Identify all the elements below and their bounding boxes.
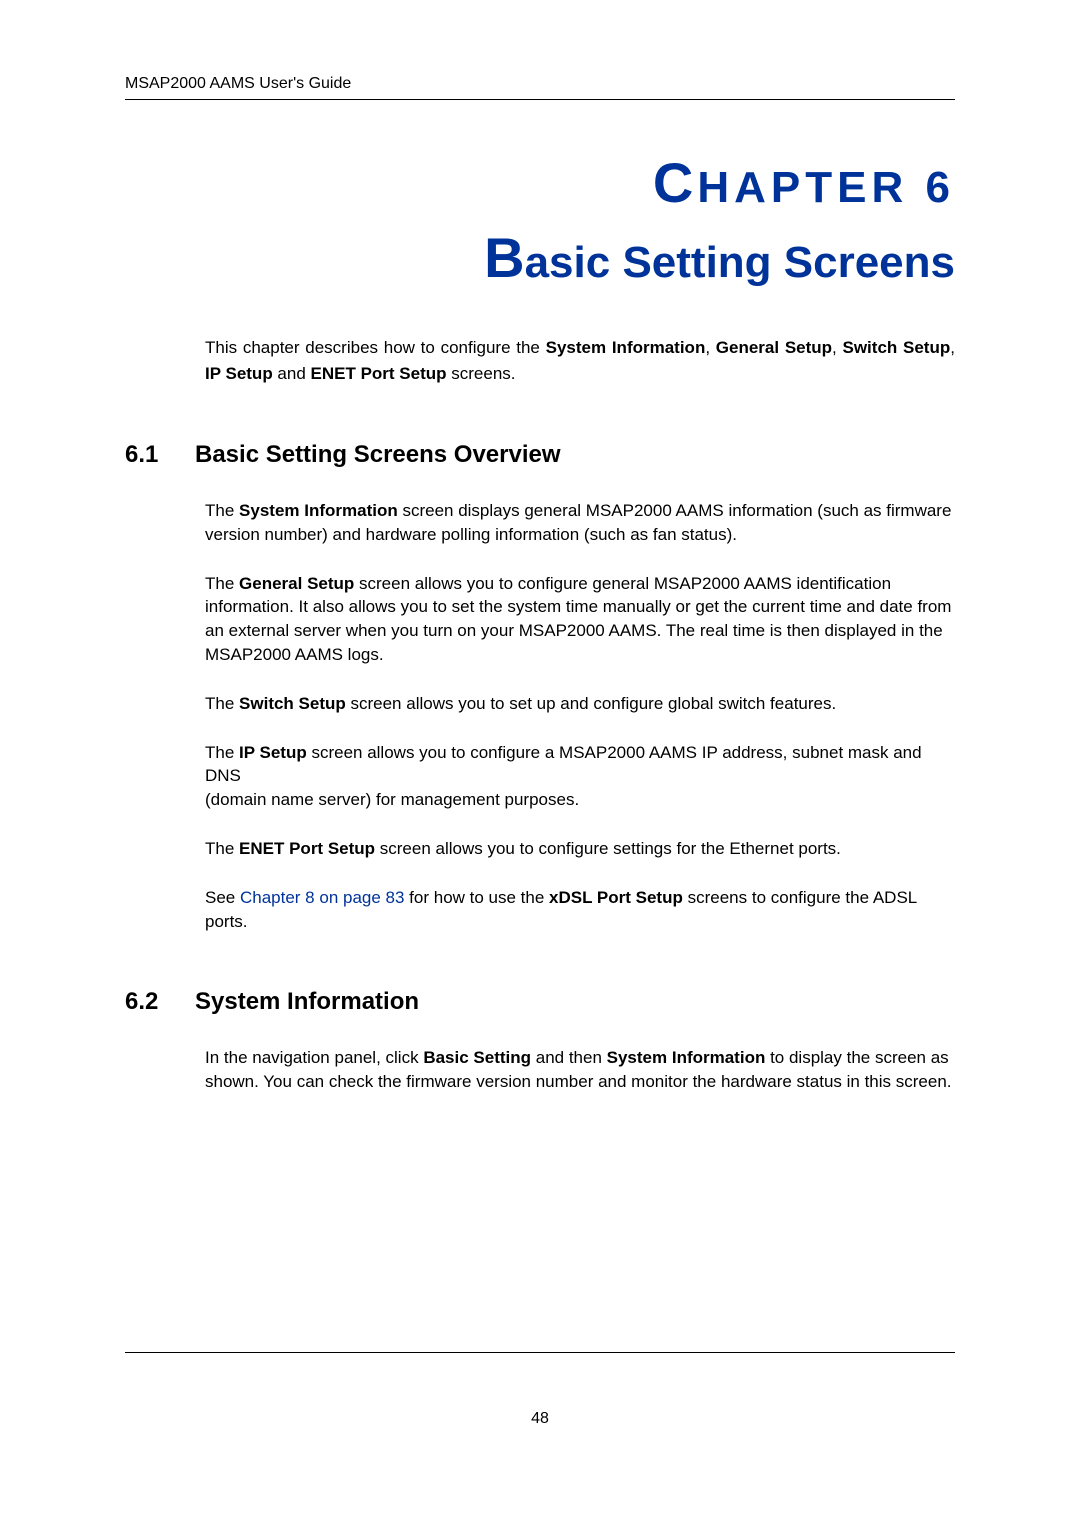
chapter-intro: This chapter describes how to configure … [205, 335, 955, 386]
paragraph: The System Information screen displays g… [205, 499, 955, 547]
chapter-title-initial: B [484, 226, 524, 289]
bold-term: System Information [546, 338, 706, 357]
section-number: 6.1 [125, 441, 175, 469]
bold-term: System Information [607, 1048, 766, 1067]
paragraph: The Switch Setup screen allows you to se… [205, 692, 955, 716]
text-run: In the navigation panel, click [205, 1048, 423, 1067]
text-run: The [205, 694, 239, 713]
section-title: System Information [195, 988, 419, 1016]
bold-term: General Setup [239, 574, 354, 593]
bold-term: General Setup [716, 338, 832, 357]
section-heading-6-2: 6.2 System Information [125, 988, 955, 1016]
text-run: See [205, 888, 240, 907]
section-number: 6.2 [125, 988, 175, 1016]
paragraph: See Chapter 8 on page 83 for how to use … [205, 886, 955, 934]
bold-term: Switch Setup [239, 694, 346, 713]
paragraph: The General Setup screen allows you to c… [205, 572, 955, 667]
text-run: screens to configure the ADSL [683, 888, 917, 907]
text-run: screen allows you to configure a MSAP200… [205, 743, 922, 786]
chapter-number: 6 [926, 163, 955, 212]
paragraph: The IP Setup screen allows you to config… [205, 741, 955, 812]
bold-term: IP Setup [239, 743, 307, 762]
text-run: The [205, 574, 239, 593]
page-number: 48 [0, 1410, 1080, 1428]
cross-reference-link[interactable]: Chapter 8 on page 83 [240, 888, 404, 907]
footer-rule [125, 1352, 955, 1353]
paragraph: In the navigation panel, click Basic Set… [205, 1046, 955, 1094]
text-run: , [832, 338, 842, 357]
section-heading-6-1: 6.1 Basic Setting Screens Overview [125, 441, 955, 469]
chapter-title-rest: asic Setting Screens [525, 238, 955, 287]
document-page: MSAP2000 AAMS User's Guide CHAPTER 6 Bas… [0, 0, 1080, 1179]
text-run: and [273, 364, 311, 383]
paragraph: The ENET Port Setup screen allows you to… [205, 837, 955, 861]
chapter-label: CHAPTER 6 [125, 150, 955, 215]
text-run: The [205, 501, 239, 520]
text-run: (domain name server) for management purp… [205, 790, 579, 809]
chapter-label-rest: HAPTER [697, 163, 908, 212]
text-run: The [205, 743, 239, 762]
chapter-title: Basic Setting Screens [125, 225, 955, 290]
text-run: and then [531, 1048, 607, 1067]
text-run: screen allows you to set up and configur… [346, 694, 836, 713]
bold-term: Basic Setting [423, 1048, 531, 1067]
text-run: This chapter describes how to configure … [205, 338, 546, 357]
bold-term: Switch Setup [843, 338, 951, 357]
bold-term: ENET Port Setup [239, 839, 375, 858]
text-run: , [705, 338, 715, 357]
bold-term: ENET Port Setup [311, 364, 447, 383]
chapter-label-initial: C [653, 151, 697, 214]
text-run: for how to use the [404, 888, 549, 907]
text-run: The [205, 839, 239, 858]
text-run: screen allows you to configure settings … [375, 839, 841, 858]
bold-term: IP Setup [205, 364, 273, 383]
bold-term: System Information [239, 501, 398, 520]
text-run: , [950, 338, 955, 357]
bold-term: xDSL Port Setup [549, 888, 683, 907]
text-run: ports. [205, 912, 248, 931]
text-run: screens. [447, 364, 516, 383]
section-title: Basic Setting Screens Overview [195, 441, 561, 469]
page-header: MSAP2000 AAMS User's Guide [125, 75, 955, 100]
